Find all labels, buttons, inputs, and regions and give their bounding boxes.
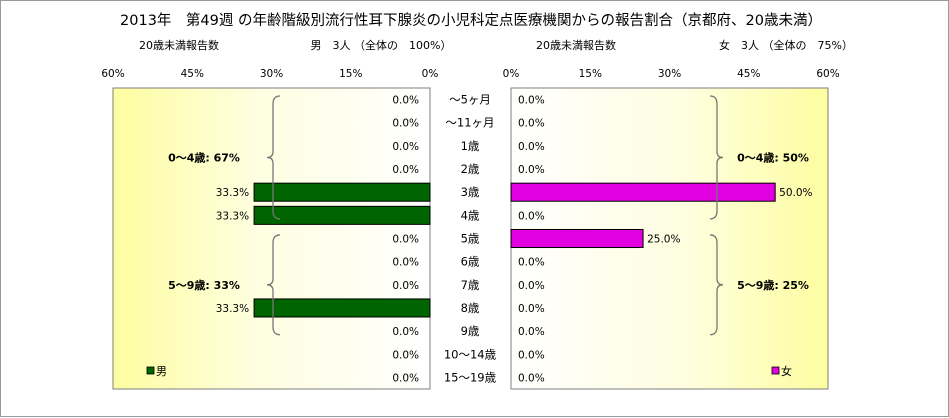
- chart-title: 2013年 第49週 の年齢階級別流行性耳下腺炎の小児科定点医療機関からの報告割…: [120, 11, 822, 29]
- male-legend-label: 男: [156, 365, 167, 378]
- male-data-label: 33.3%: [216, 210, 249, 222]
- left-plot-area: [112, 87, 431, 390]
- male-data-label: 0.0%: [392, 118, 419, 130]
- female-data-label: 0.0%: [518, 280, 545, 292]
- female-data-label: 0.0%: [518, 164, 545, 176]
- male-age-group-brace: [266, 95, 281, 220]
- female-legend-label: 女: [781, 364, 792, 378]
- left-subtitle-total: 男 3人 （全体の 100%）: [311, 38, 452, 52]
- category-label: 5歳: [461, 232, 480, 246]
- male-data-label: 0.0%: [392, 372, 419, 384]
- male-data-label: 0.0%: [392, 257, 419, 269]
- male-data-label: 0.0%: [392, 141, 419, 153]
- right-subtitle-total: 女 3人 （全体の 75%）: [719, 38, 853, 52]
- female-data-label: 0.0%: [518, 326, 545, 338]
- category-label: 2歳: [461, 162, 480, 176]
- female-data-label: 0.0%: [518, 210, 545, 222]
- female-data-label: 0.0%: [518, 257, 545, 269]
- male-data-label: 0.0%: [392, 326, 419, 338]
- right-axis-tick-label: 30%: [658, 68, 681, 80]
- right-axis-tick-label: 45%: [737, 68, 760, 80]
- category-label: 8歳: [461, 301, 480, 315]
- category-label: 3歳: [461, 185, 480, 199]
- right-axis-tick-label: 0%: [503, 68, 520, 80]
- male-data-label: 33.3%: [216, 303, 249, 315]
- male-age-group-label: 5～9歳: 33%: [168, 278, 240, 292]
- female-age-group-label: 5～9歳: 25%: [737, 278, 809, 292]
- female-data-label: 0.0%: [518, 141, 545, 153]
- male-data-label: 0.0%: [392, 280, 419, 292]
- male-legend-swatch: [146, 366, 155, 375]
- female-data-label: 0.0%: [518, 95, 545, 107]
- right-axis-tick-label: 60%: [816, 68, 839, 80]
- male-bar: [253, 205, 431, 225]
- female-data-label: 50.0%: [779, 187, 812, 199]
- left-axis-tick-label: 15%: [339, 68, 362, 80]
- left-axis-tick-label: 60%: [101, 68, 124, 80]
- male-data-label: 0.0%: [392, 164, 419, 176]
- left-axis-tick-label: 30%: [260, 68, 283, 80]
- right-subtitle-count: 20歳未満報告数: [536, 39, 616, 52]
- male-age-group-label: 0～4歳: 67%: [168, 150, 240, 164]
- male-data-label: 0.0%: [392, 349, 419, 361]
- category-label: 15～19歳: [444, 370, 497, 384]
- male-data-label: 33.3%: [216, 187, 249, 199]
- category-label: 4歳: [461, 208, 480, 222]
- category-label: ～11ヶ月: [445, 116, 494, 130]
- male-bar: [253, 298, 431, 318]
- category-label: 9歳: [461, 324, 480, 338]
- female-age-group-label: 0～4歳: 50%: [737, 150, 809, 164]
- female-data-label: 25.0%: [647, 234, 680, 246]
- male-age-group-brace: [266, 234, 281, 336]
- category-label: 1歳: [461, 139, 480, 153]
- female-data-label: 0.0%: [518, 118, 545, 130]
- right-axis-tick-label: 15%: [579, 68, 602, 80]
- female-data-label: 0.0%: [518, 372, 545, 384]
- male-data-label: 0.0%: [392, 95, 419, 107]
- category-label: 10～14歳: [444, 347, 497, 361]
- female-age-group-brace: [709, 95, 724, 220]
- male-bar: [253, 182, 431, 202]
- female-legend-swatch: [771, 366, 780, 375]
- category-label: 7歳: [461, 278, 480, 292]
- female-bar: [510, 182, 776, 202]
- left-axis-tick-label: 0%: [422, 68, 439, 80]
- female-bar: [510, 228, 644, 249]
- category-label: ～5ヶ月: [449, 93, 491, 107]
- female-data-label: 0.0%: [518, 349, 545, 361]
- left-subtitle-count: 20歳未満報告数: [139, 39, 219, 52]
- female-data-label: 0.0%: [518, 303, 545, 315]
- left-axis-tick-label: 45%: [181, 68, 204, 80]
- female-age-group-brace: [709, 234, 724, 336]
- category-label: 6歳: [461, 255, 480, 269]
- male-data-label: 0.0%: [392, 234, 419, 246]
